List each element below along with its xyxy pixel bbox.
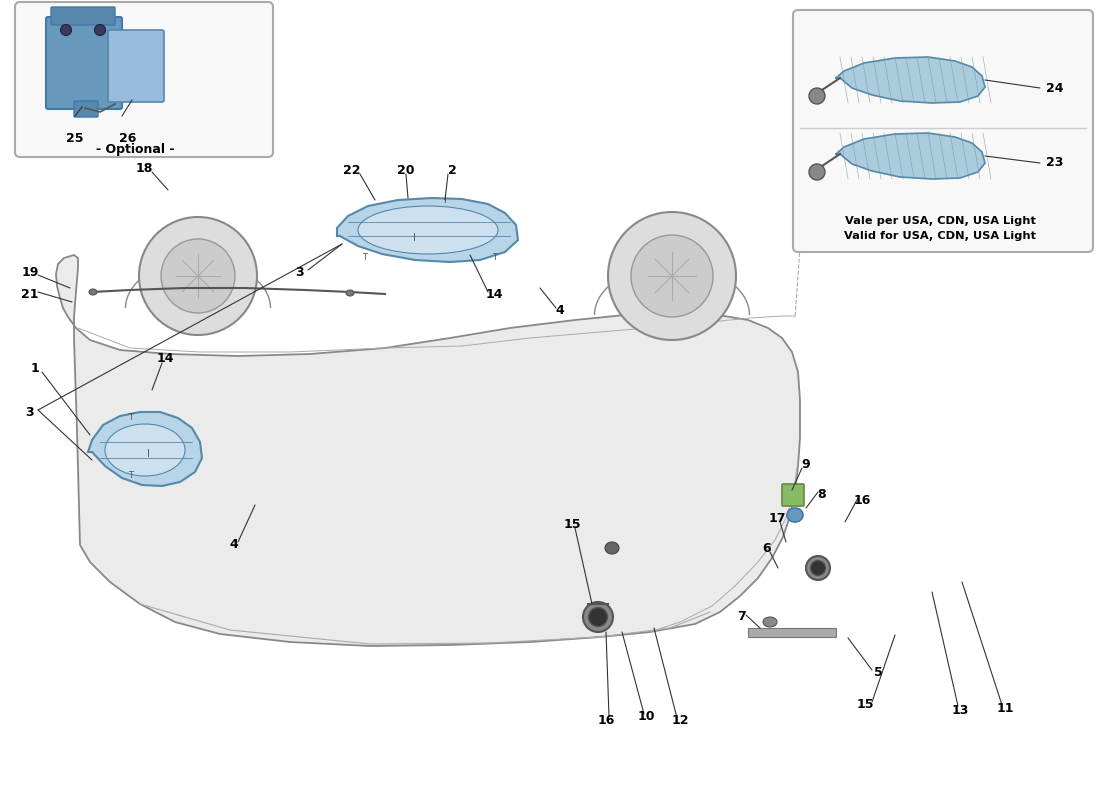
Text: a passion since 1985: a passion since 1985 <box>408 438 672 462</box>
Text: 26: 26 <box>119 131 136 145</box>
Text: - Optional -: - Optional - <box>96 143 174 157</box>
Polygon shape <box>337 198 518 262</box>
Text: 4: 4 <box>556 303 564 317</box>
Text: Vale per USA, CDN, USA Light: Vale per USA, CDN, USA Light <box>845 216 1035 226</box>
Text: eurospares: eurospares <box>338 369 742 431</box>
Text: I: I <box>146 449 150 459</box>
Text: 12: 12 <box>671 714 689 727</box>
Text: T: T <box>129 414 133 422</box>
Text: 13: 13 <box>952 703 969 717</box>
Text: I: I <box>412 233 416 243</box>
Text: 19: 19 <box>21 266 38 278</box>
Text: 4: 4 <box>230 538 239 551</box>
Text: 6: 6 <box>762 542 771 554</box>
Text: 3: 3 <box>296 266 305 278</box>
Circle shape <box>95 25 106 35</box>
Text: 1: 1 <box>31 362 40 374</box>
Text: 10: 10 <box>637 710 654 723</box>
Text: 15: 15 <box>856 698 873 711</box>
Ellipse shape <box>806 556 830 580</box>
Ellipse shape <box>631 235 713 317</box>
Text: 22: 22 <box>343 163 361 177</box>
Circle shape <box>60 25 72 35</box>
Text: 23: 23 <box>1046 157 1064 170</box>
Text: 20: 20 <box>397 163 415 177</box>
Text: 16: 16 <box>597 714 615 726</box>
FancyBboxPatch shape <box>46 17 122 109</box>
Text: 5: 5 <box>873 666 882 679</box>
Polygon shape <box>56 255 800 646</box>
FancyBboxPatch shape <box>782 484 804 506</box>
Ellipse shape <box>608 212 736 340</box>
Ellipse shape <box>811 561 825 575</box>
FancyBboxPatch shape <box>15 2 273 157</box>
Ellipse shape <box>89 289 97 295</box>
Text: T: T <box>363 254 367 262</box>
Polygon shape <box>835 57 984 103</box>
Text: 17: 17 <box>768 511 785 525</box>
Text: 18: 18 <box>135 162 153 174</box>
Ellipse shape <box>358 206 498 254</box>
Circle shape <box>808 164 825 180</box>
Ellipse shape <box>583 602 613 632</box>
Polygon shape <box>835 133 984 179</box>
Text: I: I <box>443 195 447 205</box>
Text: 25: 25 <box>66 131 84 145</box>
Circle shape <box>808 88 825 104</box>
Text: 8: 8 <box>817 489 826 502</box>
FancyBboxPatch shape <box>108 30 164 102</box>
Ellipse shape <box>588 607 607 626</box>
Text: 11: 11 <box>997 702 1014 714</box>
Ellipse shape <box>161 239 235 313</box>
Text: 3: 3 <box>25 406 34 418</box>
Bar <box>748 628 836 637</box>
Ellipse shape <box>104 424 185 476</box>
FancyBboxPatch shape <box>51 7 116 25</box>
Polygon shape <box>88 412 202 486</box>
Text: T: T <box>493 254 497 262</box>
Ellipse shape <box>346 290 354 296</box>
Text: 15: 15 <box>563 518 581 530</box>
Ellipse shape <box>605 542 619 554</box>
Text: 14: 14 <box>485 287 503 301</box>
Text: T: T <box>129 471 133 481</box>
Text: 2: 2 <box>448 163 456 177</box>
Text: 21: 21 <box>21 287 38 301</box>
Text: 16: 16 <box>854 494 871 506</box>
Text: 9: 9 <box>802 458 811 470</box>
Ellipse shape <box>786 508 803 522</box>
Text: 24: 24 <box>1046 82 1064 94</box>
Text: Valid for USA, CDN, USA Light: Valid for USA, CDN, USA Light <box>844 231 1036 241</box>
Text: 7: 7 <box>738 610 747 623</box>
FancyBboxPatch shape <box>74 101 98 117</box>
Text: 14: 14 <box>156 351 174 365</box>
FancyBboxPatch shape <box>793 10 1093 252</box>
Ellipse shape <box>139 217 257 335</box>
Ellipse shape <box>763 617 777 627</box>
